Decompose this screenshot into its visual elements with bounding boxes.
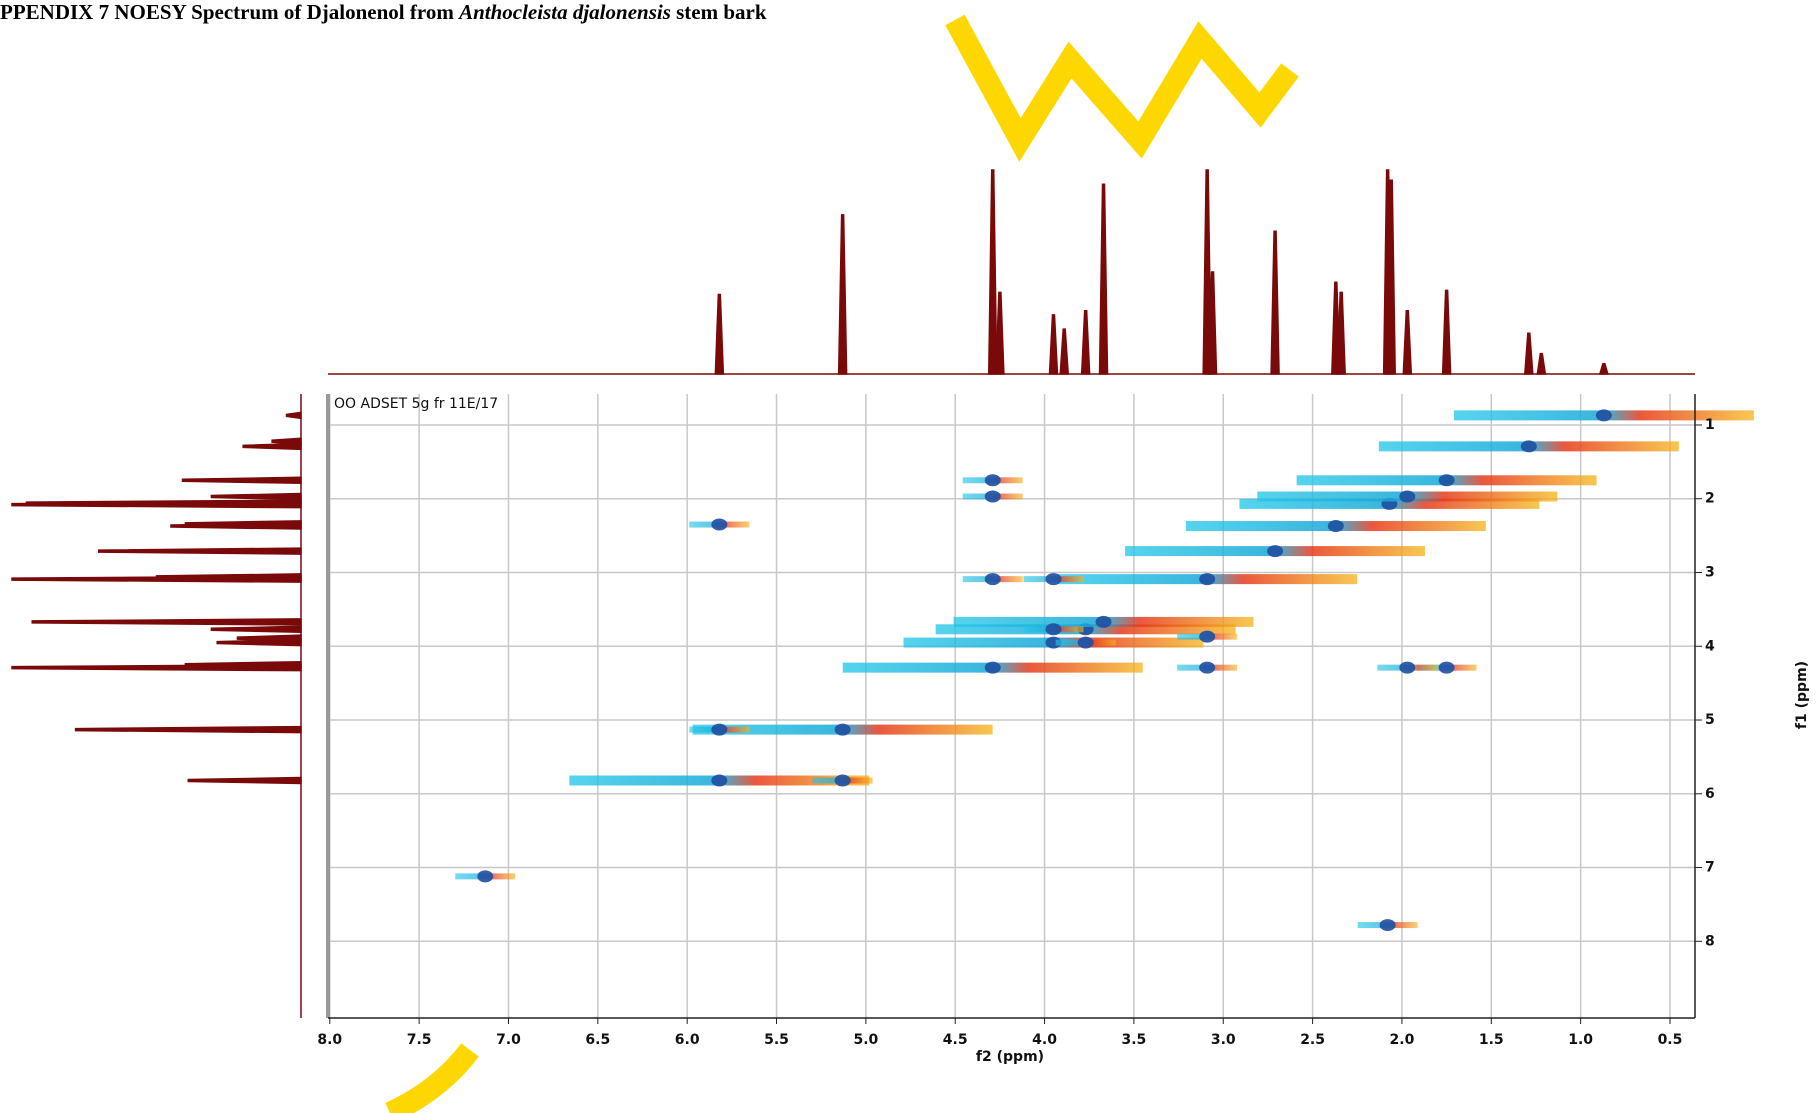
cross-peak <box>711 774 728 787</box>
cross-peak <box>1045 623 1062 636</box>
projection-peak-f1 <box>184 520 302 528</box>
title-italic: Anthocleista djalonensis <box>459 0 671 24</box>
x-tick-label: 7.0 <box>496 1032 521 1048</box>
y-tick-label: 8 <box>1705 933 1715 949</box>
x-tick-label: 3.5 <box>1121 1032 1146 1048</box>
x-tick-label: 1.0 <box>1568 1032 1593 1048</box>
annotation: OO ADSET 5g fr 11E/17 <box>334 396 498 412</box>
x-tick-label: 2.0 <box>1390 1032 1415 1048</box>
projection-peak <box>1524 332 1534 375</box>
projection-peak <box>1402 310 1413 375</box>
y-tick-label: 4 <box>1705 638 1715 654</box>
projection-peak-f1 <box>242 442 302 451</box>
projection-peak-f1 <box>271 437 302 446</box>
projection-peak <box>987 169 998 375</box>
x-tick-label: 4.5 <box>943 1032 968 1048</box>
x-tick-label: 0.5 <box>1658 1032 1683 1048</box>
x-tick-label: 6.0 <box>675 1032 700 1048</box>
cross-peak <box>834 723 851 736</box>
projection-peak <box>837 214 848 375</box>
y-tick-label: 1 <box>1705 417 1715 433</box>
x-axis-label: f2 (ppm) <box>976 1049 1044 1065</box>
cross-peak <box>1095 615 1112 628</box>
x-tick-label: 1.5 <box>1479 1032 1504 1048</box>
projection-peak-f1 <box>155 573 302 581</box>
cross-peak <box>1327 520 1344 533</box>
projection-peak <box>1598 363 1609 375</box>
projection-peak-f1 <box>97 547 302 555</box>
cross-peak <box>711 723 728 736</box>
cross-peak <box>1399 490 1416 503</box>
x-tick-label: 5.0 <box>853 1032 878 1048</box>
cross-peak <box>984 474 1001 487</box>
x-tick-label: 6.5 <box>585 1032 610 1048</box>
title-part: PPENDIX 7 NOESY Spectrum of Djalonenol f… <box>0 0 454 24</box>
projection-peak-f1 <box>210 625 302 634</box>
projection-peak-f1 <box>74 725 302 734</box>
cross-peak <box>984 573 1001 586</box>
marks <box>455 409 1754 932</box>
projection-peak-f1 <box>25 499 302 507</box>
y-axis-label: f1 (ppm) <box>1794 661 1810 729</box>
title-part: stem bark <box>676 0 767 24</box>
cross-peak <box>1399 661 1416 674</box>
cross-peak <box>1045 573 1062 586</box>
cross-peak <box>1379 919 1396 932</box>
x-tick-label: 2.5 <box>1300 1032 1325 1048</box>
x-tick-label: 3.0 <box>1211 1032 1236 1048</box>
plot-area <box>328 394 1695 1018</box>
title: PPENDIX 7 NOESY Spectrum of Djalonenol f… <box>0 0 767 25</box>
cross-peak <box>711 518 728 531</box>
cross-peak <box>477 870 494 883</box>
cross-peak <box>1199 661 1216 674</box>
cross-peak <box>984 661 1001 674</box>
y-tick-label: 5 <box>1705 712 1715 728</box>
projection-peak <box>1270 230 1280 375</box>
x-tick-label: 5.5 <box>764 1032 789 1048</box>
projection-peak-f1 <box>210 492 302 501</box>
projection-peak <box>1536 352 1547 375</box>
projection-peak <box>1098 183 1109 375</box>
watermark <box>385 1043 479 1113</box>
projection-peak-f1 <box>184 660 302 669</box>
cross-peak <box>1520 440 1537 453</box>
projection-peak <box>1059 328 1070 375</box>
y-tick-label: 6 <box>1705 786 1715 802</box>
cross-peak <box>984 490 1001 503</box>
projection-peak <box>1207 271 1218 375</box>
projection-peak <box>1080 310 1091 375</box>
y-tick-label: 7 <box>1705 860 1715 876</box>
projection-peak <box>1441 289 1452 375</box>
projection-peak-f1 <box>187 776 302 785</box>
cross-peak <box>1438 661 1455 674</box>
cross-peak <box>1199 630 1216 643</box>
cross-peak <box>1077 636 1094 649</box>
x-tick-label: 8.0 <box>317 1032 342 1048</box>
projection-peak <box>995 291 1005 375</box>
cross-peak <box>1267 545 1284 558</box>
projection-peak <box>714 293 725 375</box>
y-tick-label: 2 <box>1705 491 1715 507</box>
watermark <box>945 14 1299 162</box>
y-tick-label: 3 <box>1705 564 1715 580</box>
x-tick-label: 4.0 <box>1032 1032 1057 1048</box>
projection-peak-f1 <box>31 618 302 626</box>
projection-peak <box>1048 314 1059 375</box>
grid <box>328 394 1695 1018</box>
projection-peak <box>1386 179 1396 375</box>
x-tick-label: 7.5 <box>407 1032 432 1048</box>
projection-peak-f1 <box>285 411 302 420</box>
cross-peak <box>1438 474 1455 487</box>
cross-peak <box>834 774 851 787</box>
cross-peak <box>1199 573 1216 586</box>
projection-peak-f1 <box>181 476 302 485</box>
cross-peak <box>1595 409 1612 422</box>
projection-peak-f1 <box>236 634 302 642</box>
projection-peak <box>1336 291 1346 375</box>
